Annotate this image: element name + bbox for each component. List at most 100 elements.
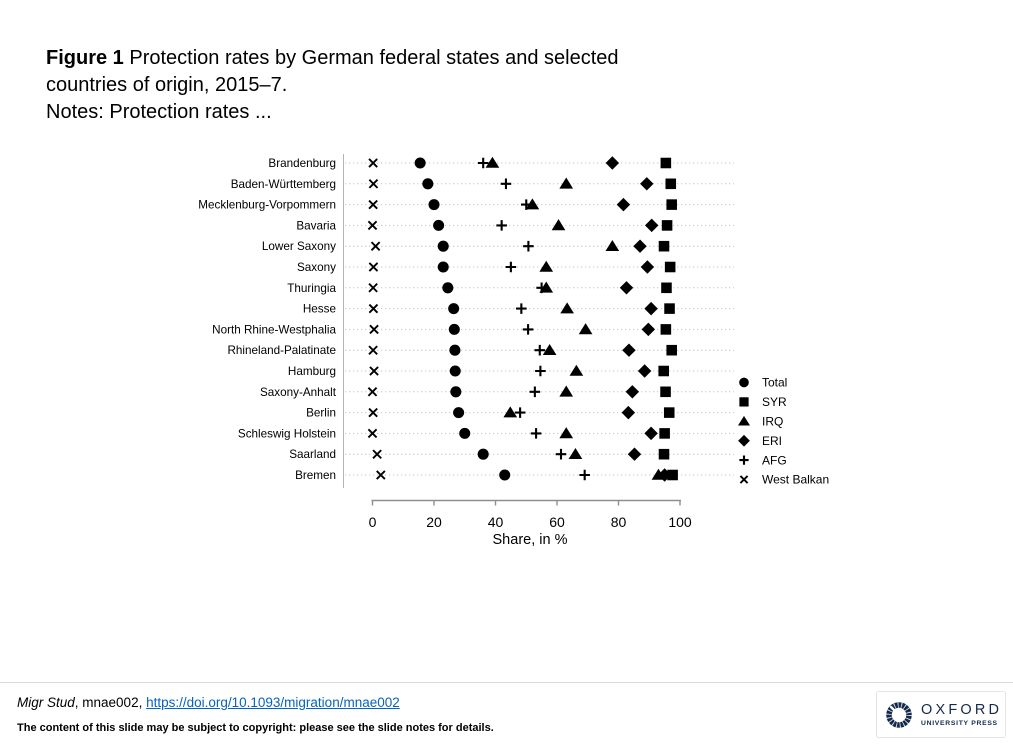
marker-total [453,407,465,419]
y-axis-label: North Rhine-Westphalia [212,323,336,336]
marker-west-balkan [368,303,379,314]
x-axis-tick-label: 40 [488,514,504,530]
swirl-gap [889,705,897,712]
marker-total [422,178,434,190]
marker-total [450,386,462,398]
oup-subtitle: UNIVERSITY PRESS [921,720,998,727]
marker-eri [637,364,652,378]
marker-eri [616,197,631,212]
legend-label: Total [762,376,787,390]
marker-irq [539,281,554,293]
marker-afg [579,469,590,481]
marker-afg [496,220,507,231]
marker-irq [551,219,566,231]
marker-syr [667,469,678,481]
marker-syr [661,220,673,231]
marker-irq [559,177,574,189]
y-axis-label: Lower Saxony [262,240,336,253]
marker-syr [664,303,675,314]
marker-total [477,448,489,460]
x-axis-tick-label: 80 [611,514,627,530]
marker-afg [529,386,541,398]
marker-irq [578,323,593,335]
marker-syr [658,448,670,460]
legend-marker-irq [738,415,750,426]
y-axis-label: Mecklenburg-Vorpommern [198,199,336,212]
x-axis-title: Share, in % [493,532,568,548]
marker-west-balkan [368,345,378,355]
oup-wordmark: OXFORD UNIVERSITY PRESS [921,702,1002,727]
marker-irq [542,343,557,355]
oup-swirl-icon [886,701,912,728]
marker-eri [619,281,634,295]
marker-irq [485,156,500,168]
marker-west-balkan [368,407,378,418]
marker-west-balkan [376,470,386,480]
article-info: , mnae002, [74,695,147,710]
y-axis-label: Bavaria [296,219,336,232]
caption-line-2: countries of origin, 2015–7. [46,74,288,96]
doi-link[interactable]: https://doi.org/10.1093/migration/mnae00… [146,695,400,710]
footer-divider [0,682,1013,683]
legend-marker-eri [738,434,750,447]
marker-west-balkan [369,324,379,335]
marker-total [437,240,449,252]
marker-afg [500,178,512,190]
marker-afg [523,240,534,252]
marker-irq [525,198,540,210]
marker-afg [505,261,517,273]
swirl-texture [886,701,912,728]
marker-total [414,157,426,169]
marker-irq [560,302,574,314]
y-axis-label: Berlin [306,407,336,420]
marker-syr [660,157,672,169]
y-axis-label: Saxony-Anhalt [260,386,337,399]
legend-marker-west-balkan [739,475,749,484]
marker-total [428,199,440,211]
protection-rates-dot-plot: Brandenburg Baden-Württemberg Mecklenburg-… [198,154,829,548]
marker-total [448,303,460,315]
marker-syr [664,261,676,273]
y-axis-label: Baden-Württemberg [231,178,336,191]
legend-label: SYR [762,395,787,409]
marker-afg [534,344,546,356]
x-axis-tick-label: 60 [549,514,565,530]
marker-irq [559,427,574,439]
marker-eri [641,322,656,337]
marker-west-balkan [367,387,378,397]
caption-notes: Notes: Protection rates ... [46,101,272,123]
copyright-note: The content of this slide may be subject… [17,722,494,734]
marker-afg [514,407,526,418]
marker-syr [660,324,672,335]
x-axis-tick-label: 100 [668,514,692,530]
marker-eri [644,301,658,316]
marker-afg [555,448,567,460]
legend-label: ERI [762,434,782,448]
y-axis-label: Schleswig Holstein [238,427,336,440]
y-axis-label: Hesse [303,303,336,316]
marker-total [449,365,461,377]
marker-syr [658,365,669,377]
figure-label: Figure 1 [46,47,124,69]
marker-afg [522,324,534,335]
oup-title: OXFORD [921,702,1003,718]
marker-west-balkan [367,428,378,439]
marker-total [433,219,445,231]
marker-west-balkan [368,199,378,210]
marker-syr [659,428,670,439]
marker-syr [661,282,672,294]
marker-eri [627,447,642,461]
legend-label: IRQ [762,415,783,429]
marker-syr [665,178,677,190]
marker-eri [644,218,659,233]
citation-line: Migr Stud, mnae002, https://doi.org/10.1… [17,695,400,710]
marker-irq [605,239,620,251]
marker-afg [516,303,527,314]
marker-afg [535,365,546,377]
marker-total [499,469,511,481]
marker-eri [605,156,620,170]
marker-total [459,427,471,439]
marker-irq [568,447,583,459]
legend-label: AFG [762,453,787,467]
